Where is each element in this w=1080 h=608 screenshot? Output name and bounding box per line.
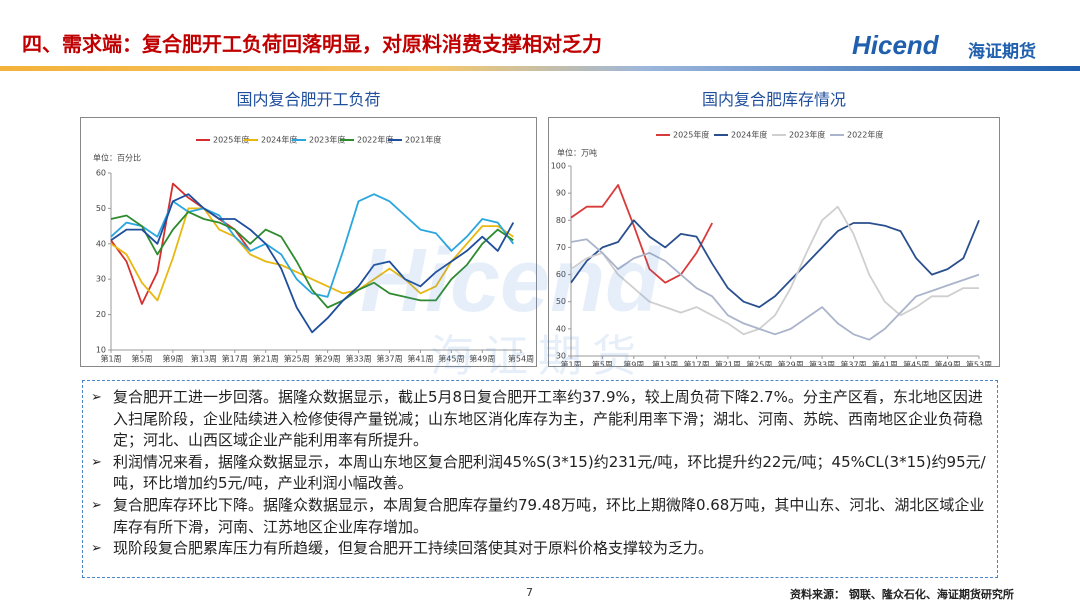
y-tick-label: 50 (556, 297, 566, 306)
x-tick-label: 第33周 (809, 360, 835, 368)
series-line (110, 193, 515, 334)
x-tick-label: 第53周 (966, 360, 992, 368)
y-tick-label: 40 (96, 239, 106, 248)
x-tick-label: 第49周 (935, 360, 961, 368)
series-line (570, 238, 980, 341)
x-tick-label: 第25周 (746, 360, 772, 368)
bullet: 复合肥开工进一步回落。据隆众数据显示，截止5月8日复合肥开工率约37.9%，较上… (91, 387, 987, 452)
x-tick-label: 第21周 (253, 354, 279, 364)
slide-title: 四、需求端：复合肥开工负荷回落明显，对原料消费支撑相对乏力 (22, 32, 602, 56)
legend-label: 2022年度 (847, 130, 883, 140)
x-tick-label: 第5周 (592, 360, 613, 368)
legend-label: 2024年度 (261, 135, 297, 145)
x-tick-label: 第29周 (778, 360, 804, 368)
x-tick-label: 第41周 (407, 354, 433, 364)
y-tick-label: 100 (551, 162, 566, 171)
series-line (110, 193, 515, 298)
x-tick-label: 第54周 (508, 354, 534, 364)
legend-label: 2021年度 (405, 135, 441, 145)
chart: 单位：百分比102030405060第1周 第5周 第9周 第13周 第17周 第21周第… (80, 117, 537, 367)
logo: Hicend (852, 30, 939, 60)
x-tick-label: 第49周 (469, 354, 495, 364)
x-tick-label: 第45周 (903, 360, 929, 368)
x-tick-label: 第9周 (162, 354, 183, 364)
x-tick-label: 第9周 (623, 360, 644, 368)
page-number: 7 (526, 586, 533, 599)
x-tick-label: 第1周 (100, 354, 121, 364)
x-tick-label: 第45周 (438, 354, 464, 364)
bullet: 利润情况来看，据隆众数据显示，本周山东地区复合肥利润45%S(3*15)约231… (91, 452, 987, 495)
series-line (110, 211, 514, 309)
x-tick-label: 第13周 (652, 360, 678, 368)
y-tick-label: 80 (556, 216, 566, 225)
y-tick-label: 40 (556, 324, 566, 333)
legend-label: 2023年度 (309, 135, 345, 145)
x-tick-label: 第17周 (222, 354, 248, 364)
x-tick-label: 第33周 (345, 354, 371, 364)
x-tick-label: 第41周 (872, 360, 898, 368)
y-tick-label: 60 (556, 270, 566, 279)
legend-label: 2024年度 (731, 130, 767, 140)
chart-title: 国内复合肥开工负荷 (236, 90, 381, 109)
chart: 单位：万吨30405060708090100第1周 第5周 第9周 第13周 第17周第… (548, 117, 1000, 367)
x-tick-label: 第37周 (376, 354, 402, 364)
chart-title: 国内复合肥库存情况 (701, 90, 846, 109)
unit-label: 单位：百分比 (93, 153, 141, 163)
header-bar (0, 66, 1080, 71)
series-line (570, 205, 979, 336)
x-tick-label: 第17周 (683, 360, 709, 368)
legend-label: 2023年度 (789, 130, 825, 140)
bullet: 复合肥库存环比下降。据隆众数据显示，本周复合肥库存量约79.48万吨，环比上期微… (91, 495, 987, 538)
series-line (110, 182, 251, 305)
x-tick-label: 第21周 (715, 360, 741, 368)
bullet-box: 复合肥开工进一步回落。据隆众数据显示，截止5月8日复合肥开工率约37.9%，较上… (82, 380, 998, 578)
x-tick-label: 第5周 (131, 354, 152, 364)
unit-label: 单位：万吨 (557, 148, 597, 158)
legend-label: 2025年度 (673, 130, 709, 140)
series-line (110, 207, 514, 302)
x-tick-label: 第37周 (840, 360, 866, 368)
y-tick-label: 30 (96, 275, 106, 284)
series-line (570, 219, 980, 308)
legend-label: 2022年度 (357, 135, 393, 145)
y-tick-label: 20 (96, 310, 106, 319)
x-tick-label: 第13周 (191, 354, 217, 364)
x-tick-label: 第1周 (560, 360, 581, 368)
y-tick-label: 70 (556, 243, 566, 252)
x-tick-label: 第29周 (315, 354, 341, 364)
source: 资料来源： 钢联、隆众石化、海证期货研究所 (790, 588, 1014, 601)
y-tick-label: 50 (96, 204, 106, 213)
y-tick-label: 90 (556, 189, 566, 198)
y-tick-label: 30 (556, 352, 566, 361)
y-tick-label: 10 (96, 346, 106, 355)
series-line (570, 184, 713, 284)
legend-label: 2025年度 (213, 135, 249, 145)
x-tick-label: 第25周 (284, 354, 310, 364)
y-tick-label: 60 (96, 169, 106, 178)
logo-cn: 海证期货 (968, 42, 1036, 62)
bullet: 现阶段复合肥累库压力有所趋缓，但复合肥开工持续回落使其对于原料价格支撑较为乏力。 (91, 538, 987, 560)
